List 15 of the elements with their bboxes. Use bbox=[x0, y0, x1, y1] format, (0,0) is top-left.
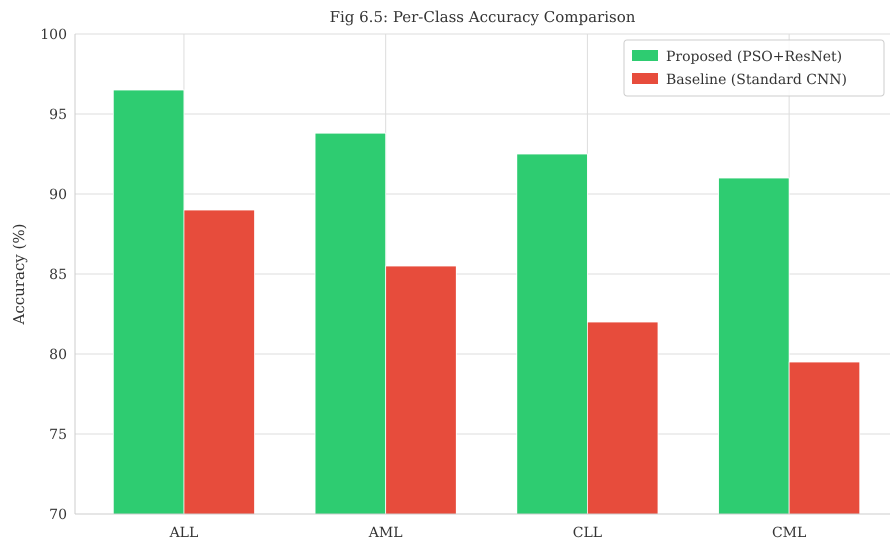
x-tick-label: AML bbox=[368, 524, 403, 539]
x-tick-label: CLL bbox=[572, 524, 602, 539]
y-tick-label: 95 bbox=[49, 106, 67, 123]
chart-title: Fig 6.5: Per-Class Accuracy Comparison bbox=[330, 8, 636, 26]
y-axis-title: Accuracy (%) bbox=[10, 223, 28, 326]
legend-label: Proposed (PSO+ResNet) bbox=[666, 48, 842, 65]
y-tick-label: 85 bbox=[49, 266, 67, 283]
y-tick-label: 75 bbox=[49, 426, 67, 443]
x-tick-label: ALL bbox=[168, 524, 198, 539]
x-tick-label: CML bbox=[772, 524, 806, 539]
legend-label: Baseline (Standard CNN) bbox=[666, 72, 847, 88]
y-tick-label: 90 bbox=[49, 186, 67, 203]
y-tick-label: 70 bbox=[49, 506, 67, 523]
y-tick-label: 100 bbox=[40, 26, 67, 43]
y-tick-label: 80 bbox=[49, 346, 67, 363]
